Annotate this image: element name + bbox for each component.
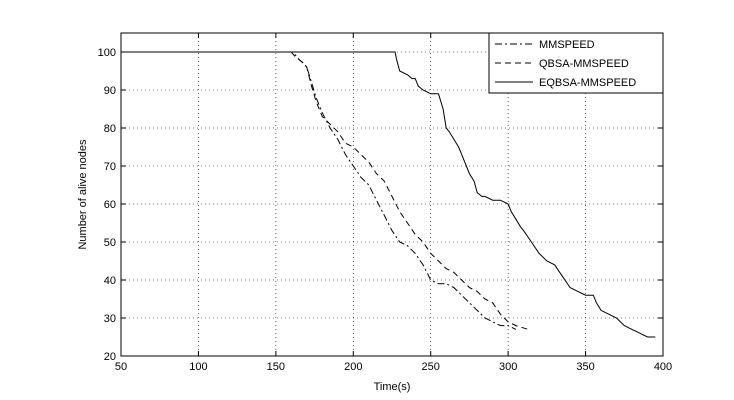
x-axis-label: Time(s) bbox=[374, 381, 411, 393]
y-tick-label: 70 bbox=[104, 161, 116, 173]
y-tick-label: 90 bbox=[104, 85, 116, 97]
x-tick-label: 50 bbox=[115, 361, 127, 373]
x-tick-label: 350 bbox=[576, 361, 594, 373]
y-tick-label: 40 bbox=[104, 275, 116, 287]
y-tick-label: 100 bbox=[98, 47, 116, 59]
x-tick-label: 200 bbox=[344, 361, 362, 373]
y-tick-label: 30 bbox=[104, 313, 116, 325]
x-tick-label: 250 bbox=[422, 361, 440, 373]
y-tick-label: 80 bbox=[104, 123, 116, 135]
series-line-3 bbox=[121, 51, 656, 338]
plot-area-frame bbox=[120, 32, 664, 357]
x-tick-label: 100 bbox=[189, 361, 207, 373]
legend-label-1: MMSPEED bbox=[539, 39, 595, 51]
series-line-2 bbox=[121, 51, 529, 330]
legend: MMSPEED QBSA-MMSPEED EQBSA-MMSPEED bbox=[488, 32, 664, 94]
series-layer bbox=[121, 51, 656, 338]
legend-label-3: EQBSA-MMSPEED bbox=[539, 77, 636, 89]
y-tick-label: 20 bbox=[104, 351, 116, 363]
y-tick-label: 50 bbox=[104, 237, 116, 249]
x-tick-label: 300 bbox=[499, 361, 517, 373]
axis-ticks: 50 100 150 200 250 300 350 400 20 30 40 50 60 70 80 90 1… bbox=[98, 33, 672, 373]
x-tick-label: 400 bbox=[654, 361, 672, 373]
y-axis-label: Number of alive nodes bbox=[77, 139, 89, 250]
legend-label-2: QBSA-MMSPEED bbox=[539, 58, 629, 70]
y-tick-label: 60 bbox=[104, 199, 116, 211]
x-tick-label: 150 bbox=[267, 361, 285, 373]
